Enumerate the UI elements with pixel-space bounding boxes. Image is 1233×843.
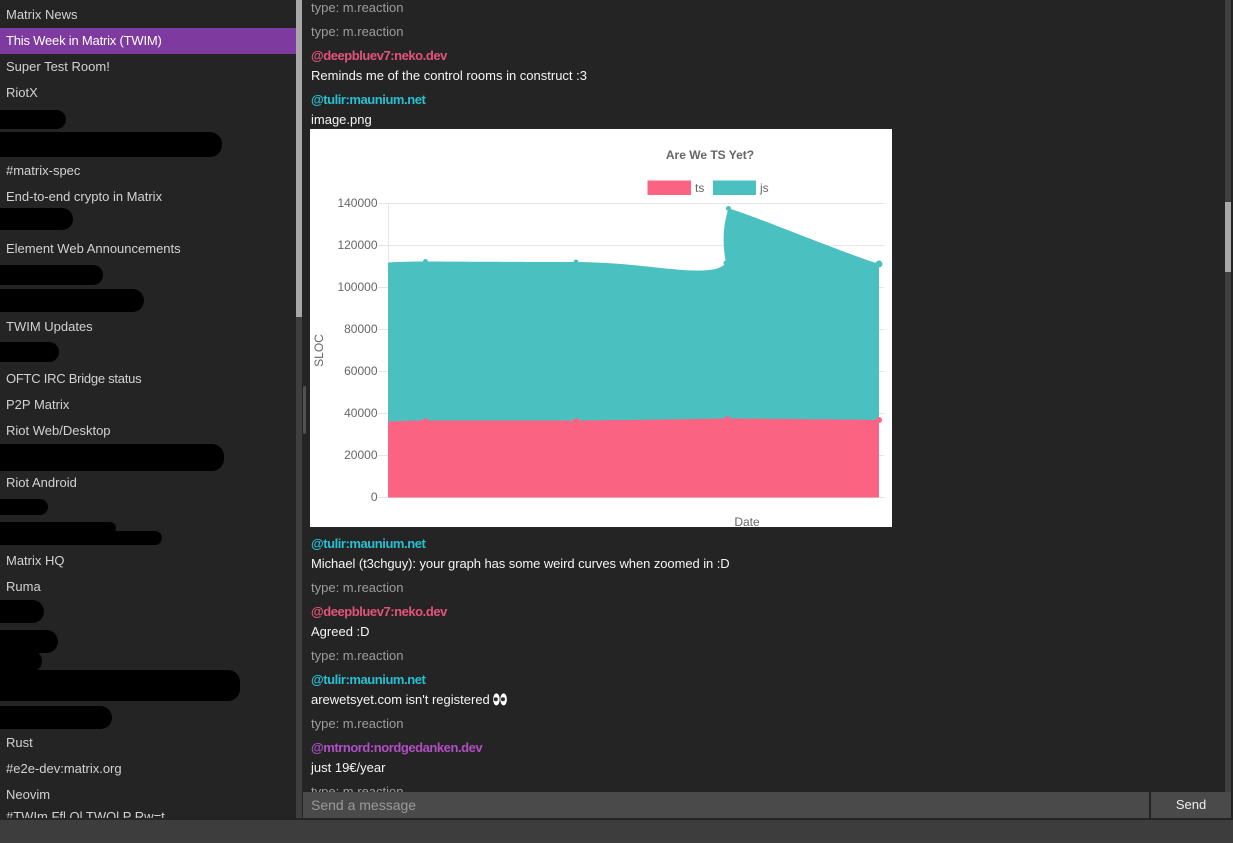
- svg-text:120000: 120000: [337, 238, 377, 252]
- svg-text:20000: 20000: [344, 448, 378, 462]
- svg-text:js: js: [759, 181, 769, 195]
- svg-text:60000: 60000: [344, 364, 378, 378]
- svg-text:40000: 40000: [344, 406, 378, 420]
- svg-text:Are We TS Yet?: Are We TS Yet?: [666, 148, 754, 162]
- svg-text:0: 0: [371, 490, 378, 504]
- svg-text:100000: 100000: [337, 280, 377, 294]
- svg-text:140000: 140000: [337, 196, 377, 210]
- svg-text:80000: 80000: [344, 322, 378, 336]
- svg-text:ts: ts: [695, 181, 704, 195]
- svg-text:Date: Date: [734, 515, 760, 527]
- svg-text:SLOC: SLOC: [312, 334, 326, 367]
